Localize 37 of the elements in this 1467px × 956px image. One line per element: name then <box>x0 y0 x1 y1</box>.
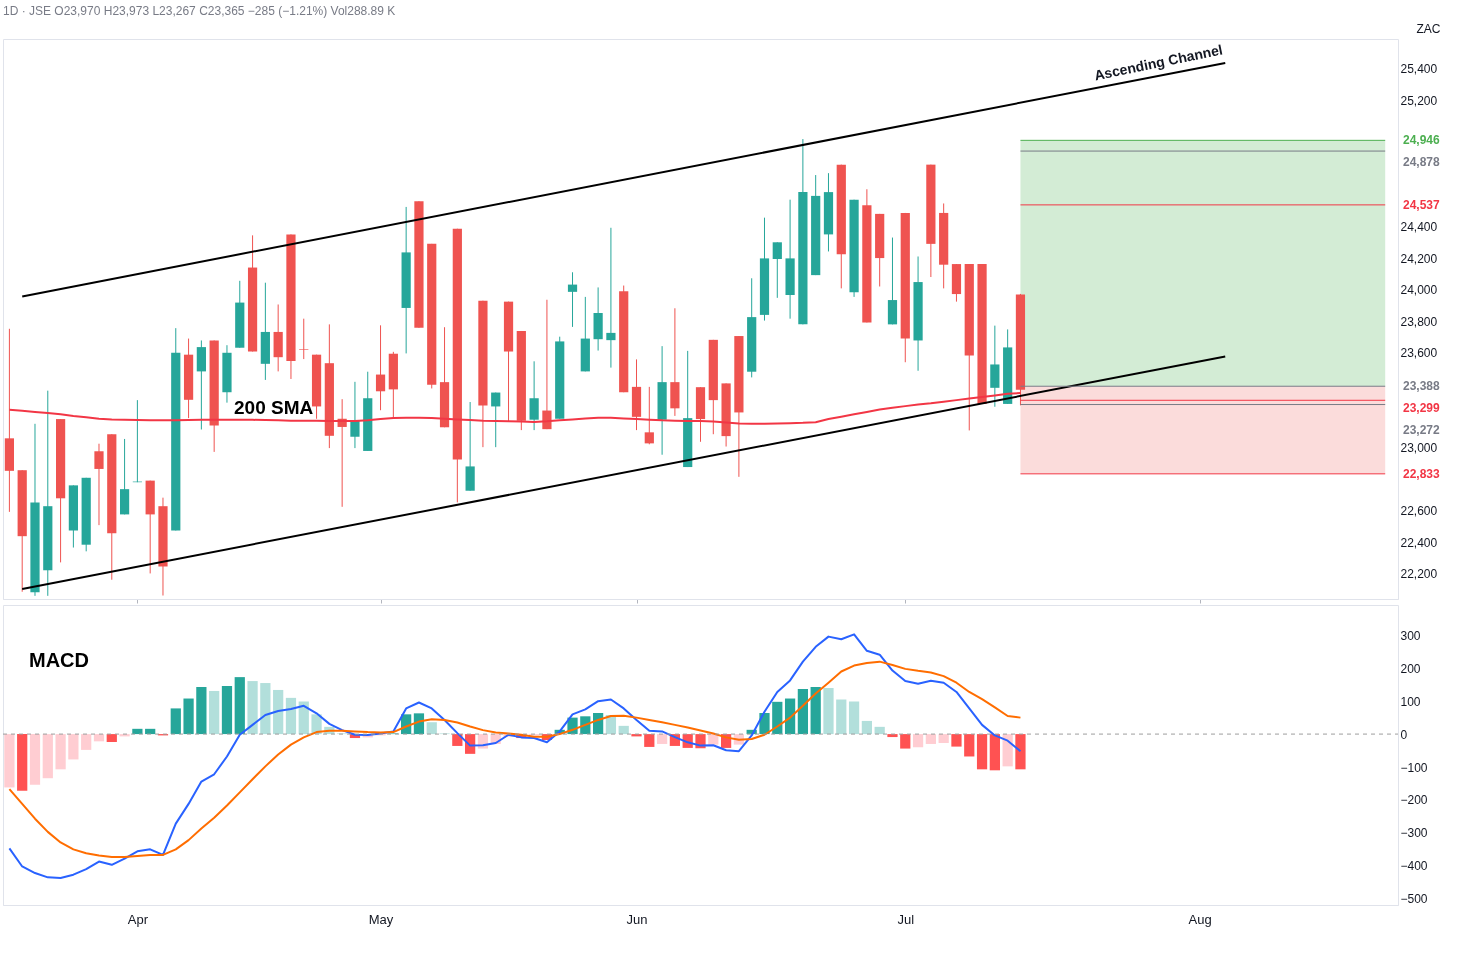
y-tick-label: −300 <box>1400 826 1428 841</box>
y-tick-label: −100 <box>1400 760 1428 775</box>
ref-line-label: 23,299 <box>1403 401 1441 416</box>
annotation: Ascending Channel <box>1092 41 1225 84</box>
y-tick-label: 24,400 <box>1400 220 1438 235</box>
y-tick-label: 0 <box>1400 727 1408 742</box>
ref-line-label: 22,833 <box>1403 466 1441 481</box>
ref-line-label: 24,946 <box>1403 133 1441 148</box>
y-tick-label: 22,400 <box>1400 535 1438 550</box>
y-tick-label: 25,400 <box>1400 62 1438 77</box>
y-tick-label: 24,000 <box>1400 283 1438 298</box>
y-tick-label: −200 <box>1400 793 1428 808</box>
x-tick-label: Jun <box>626 911 648 927</box>
y-tick-label: −400 <box>1400 859 1428 874</box>
y-tick-label: 22,600 <box>1400 504 1438 519</box>
x-tick-label: May <box>368 911 394 927</box>
y-tick-label: 200 <box>1400 661 1421 676</box>
y-tick-label: 24,200 <box>1400 251 1438 266</box>
ref-line-label: 23,388 <box>1403 379 1441 394</box>
y-tick-label: 300 <box>1400 628 1421 643</box>
y-tick-label: 23,000 <box>1400 440 1438 455</box>
ref-line-label: 23,272 <box>1403 423 1441 438</box>
chart-title: 1D · JSE O23,970 H23,973 L23,267 C23,365 −285 (−1.21%) Vol288.89 K <box>3 4 396 18</box>
ref-line-label: 24,878 <box>1403 155 1441 170</box>
x-tick-label: Jul <box>897 911 915 927</box>
x-tick-label: Apr <box>127 911 149 927</box>
y-tick-label: −500 <box>1400 892 1428 907</box>
x-tick-label: Aug <box>1188 911 1212 927</box>
annotation: MACD <box>29 649 89 671</box>
y-tick-label: 22,200 <box>1400 567 1438 582</box>
y-tick-label: 100 <box>1400 694 1421 709</box>
annotation: 200 SMA <box>234 396 314 418</box>
y-axis-title: ZAC <box>1416 21 1441 36</box>
y-tick-label: 25,200 <box>1400 93 1438 108</box>
y-tick-label: 23,800 <box>1400 314 1438 329</box>
ref-line-label: 24,537 <box>1403 197 1441 212</box>
y-tick-label: 23,600 <box>1400 346 1438 361</box>
